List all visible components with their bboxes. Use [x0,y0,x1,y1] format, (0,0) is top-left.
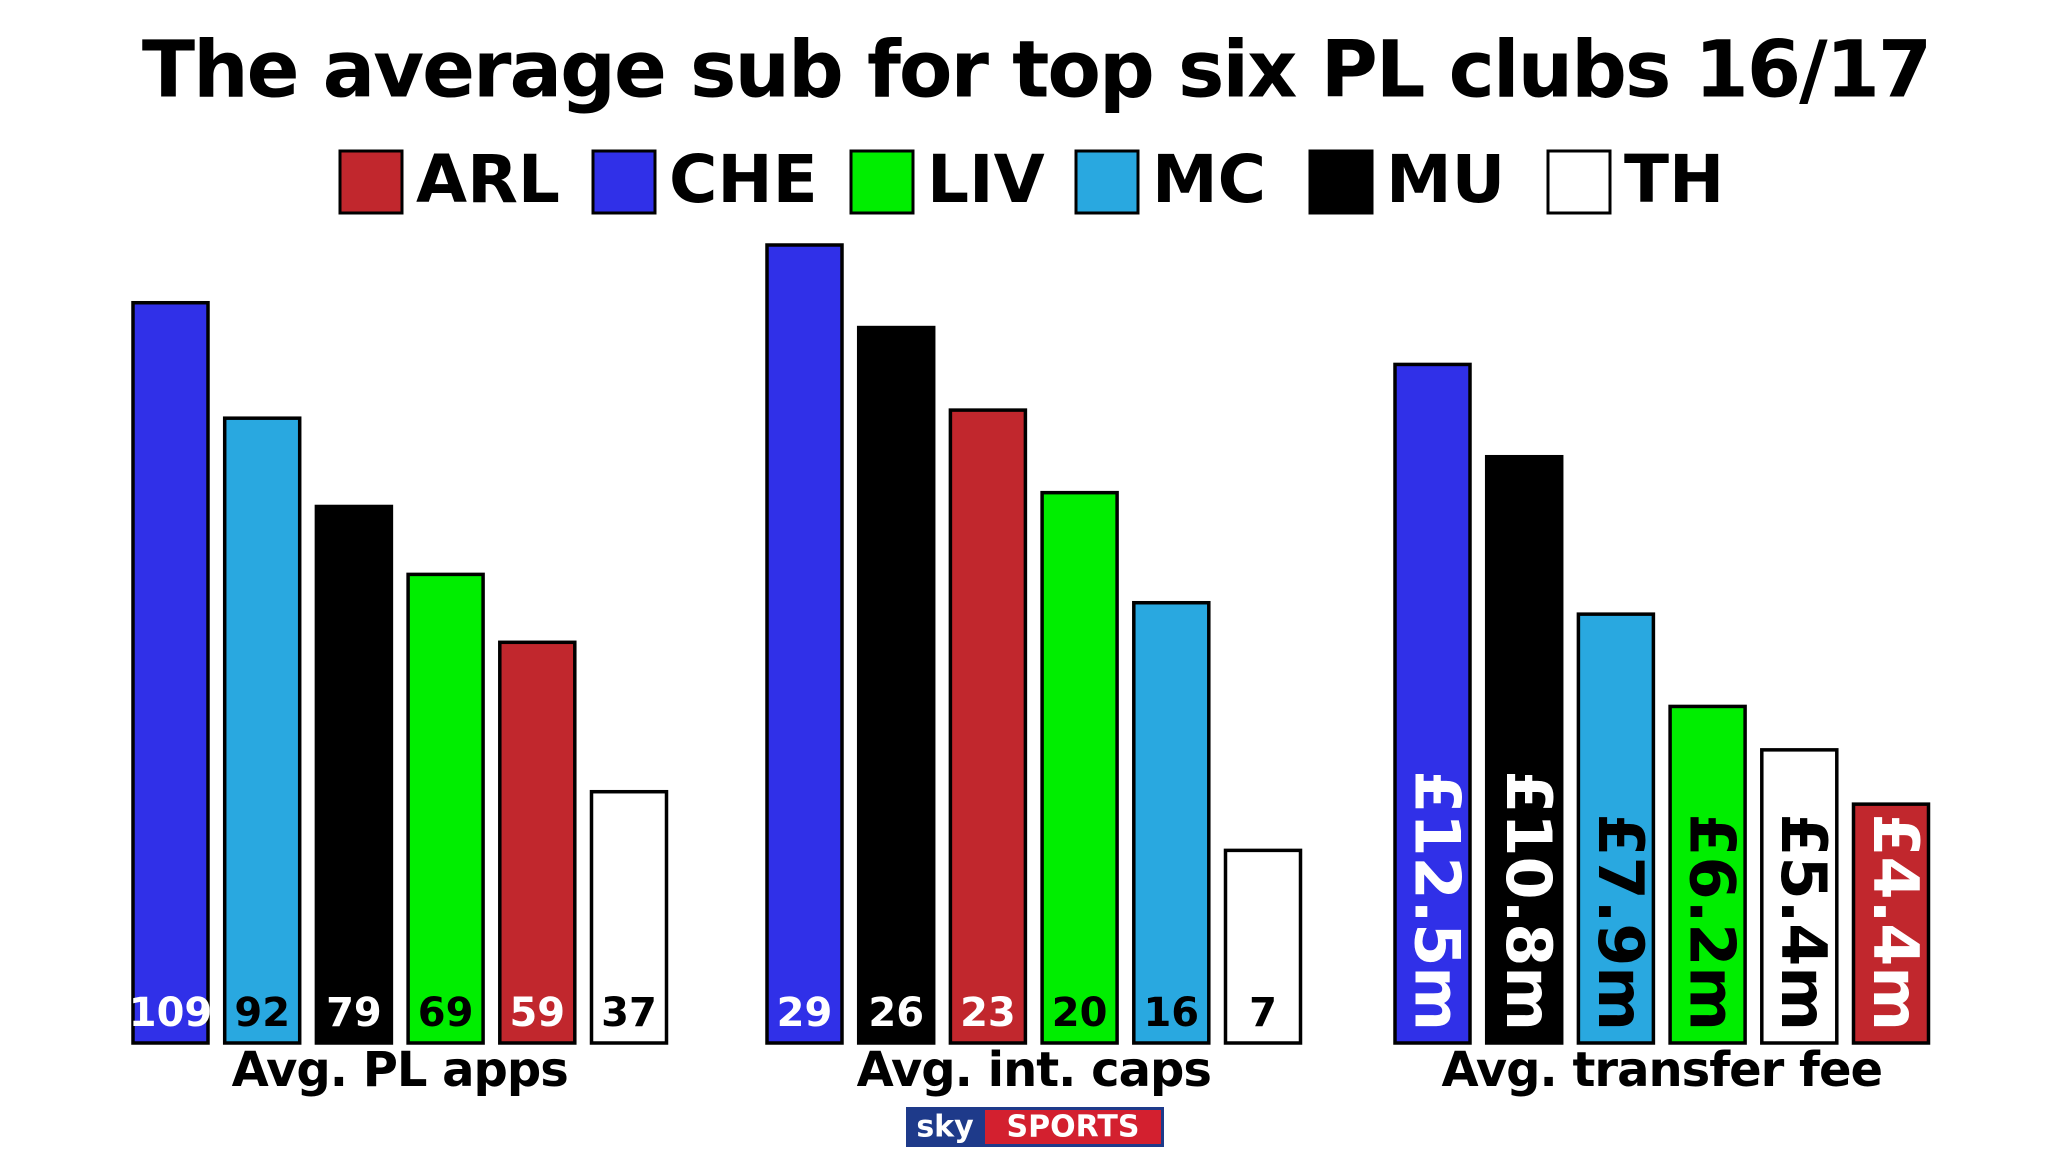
x-axis-title: Avg. transfer fee [1441,1042,1882,1098]
value-label: £10.8m [1492,770,1565,1031]
bar [1040,490,1119,1045]
bar [406,572,485,1045]
value-label: 7 [1249,990,1277,1036]
bar [1760,748,1839,1045]
value-label: 109 [129,990,213,1036]
bar [1132,600,1211,1045]
bar [131,300,210,1045]
value-label: 26 [868,990,924,1036]
legend-swatch [1546,149,1612,215]
legend-swatch [849,149,915,215]
bar [1484,454,1564,1045]
legend-swatch [1308,149,1374,215]
value-label: £6.2m [1676,813,1749,1031]
bar [1223,848,1303,1045]
value-label: 20 [1052,990,1108,1036]
legend-label: LIV [927,141,1045,218]
legend-swatch [591,149,657,215]
value-label: 79 [326,990,382,1036]
x-axis-title: Avg. PL apps [232,1042,568,1098]
value-label: 16 [1143,990,1199,1036]
value-label: £5.4m [1767,813,1840,1031]
legend-swatch [338,149,404,215]
bar [856,325,936,1045]
value-label: 37 [601,990,657,1036]
value-label: 23 [960,990,1016,1036]
logo-sky: sky [916,1110,974,1145]
legend-label: CHE [669,141,818,218]
bar [1851,802,1931,1045]
bar [498,640,577,1045]
logo-panel [985,1110,1161,1144]
value-label: 59 [509,990,565,1036]
bar [589,789,669,1045]
legend-label: TH [1624,141,1724,218]
bar [1393,362,1472,1045]
value-label: 92 [234,990,290,1036]
value-label: 69 [418,990,474,1036]
legend-swatch [1074,149,1140,215]
value-label: £7.9m [1584,813,1657,1031]
bar [948,408,1028,1045]
value-label: £4.4m [1859,813,1932,1031]
x-axis-title: Avg. int. caps [857,1042,1211,1098]
logo-sports: SPORTS [1007,1110,1140,1145]
bar [1668,704,1747,1045]
bar [314,504,394,1045]
value-label: 29 [777,990,833,1036]
legend-label: MC [1152,141,1266,218]
bar [222,416,302,1045]
value-label: £12.5m [1400,770,1473,1031]
bar [1576,612,1656,1045]
chart-title: The average sub for top six PL clubs 16/… [142,25,1930,115]
legend-label: MU [1386,141,1505,218]
legend-label: ARL [416,141,560,218]
logo: sky SPORTS [906,1107,1164,1147]
bar [765,243,844,1045]
